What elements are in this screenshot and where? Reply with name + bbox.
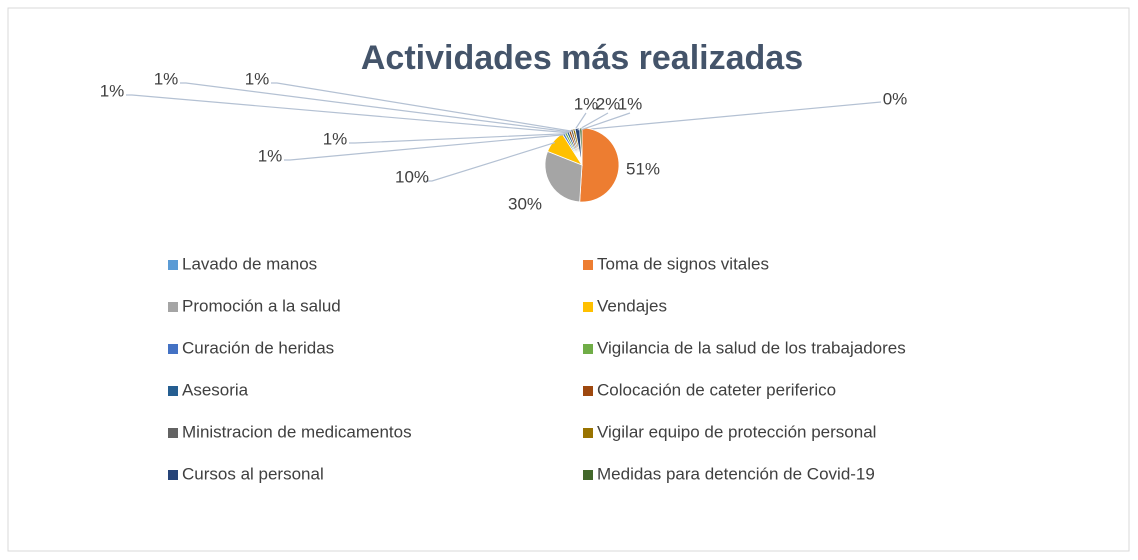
legend-label: Ministracion de medicamentos <box>182 422 412 441</box>
legend-swatch <box>168 428 178 438</box>
legend-label: Vigilar equipo de protección personal <box>597 422 876 441</box>
legend-label: Asesoria <box>182 380 249 399</box>
data-label: 30% <box>508 194 542 213</box>
data-label: 1% <box>323 129 348 148</box>
leader-line <box>180 82 571 133</box>
pie-slice <box>579 127 583 166</box>
pie-slice <box>579 127 620 203</box>
legend-swatch <box>168 260 178 270</box>
legend-label: Vendajes <box>597 296 667 315</box>
chart-frame <box>7 7 1130 552</box>
leader-line <box>349 133 567 144</box>
leader-line <box>271 82 573 132</box>
legend-label: Cursos al personal <box>182 464 324 483</box>
legend-label: Toma de signos vitales <box>597 254 769 273</box>
data-label: 1% <box>258 146 283 165</box>
leader-line <box>126 94 569 134</box>
legend-label: Promoción a la salud <box>182 296 341 315</box>
data-label: 1% <box>100 81 125 100</box>
legend-swatch <box>583 428 593 438</box>
legend-swatch <box>583 470 593 480</box>
legend-swatch <box>583 260 593 270</box>
data-label: 10% <box>395 167 429 186</box>
leader-line <box>573 112 587 132</box>
data-label: 2% <box>596 94 621 113</box>
leader-line <box>577 112 609 131</box>
legend-swatch <box>168 344 178 354</box>
legend-label: Colocación de cateter periferico <box>597 380 836 399</box>
legend-swatch <box>168 386 178 396</box>
data-label: 1% <box>245 69 270 88</box>
data-label: 51% <box>626 159 660 178</box>
data-label: 1% <box>574 94 599 113</box>
leader-line <box>580 112 631 131</box>
leader-line <box>284 134 565 161</box>
legend-label: Vigilancia de la salud de los trabajador… <box>597 338 906 357</box>
legend-label: Curación de heridas <box>182 338 334 357</box>
data-label: 1% <box>154 69 179 88</box>
legend-swatch <box>168 302 178 312</box>
legend-label: Medidas para detención de Covid-19 <box>597 464 875 483</box>
legend-swatch <box>583 302 593 312</box>
pie-slice <box>544 150 583 203</box>
leader-line <box>581 101 882 131</box>
legend-swatch <box>583 344 593 354</box>
data-label: 1% <box>618 94 643 113</box>
leader-line <box>426 142 556 182</box>
data-label: 0% <box>883 89 908 108</box>
chart-title: Actividades más realizadas <box>361 39 803 77</box>
legend-swatch <box>583 386 593 396</box>
legend-label: Lavado de manos <box>182 254 317 273</box>
legend-swatch <box>168 470 178 480</box>
